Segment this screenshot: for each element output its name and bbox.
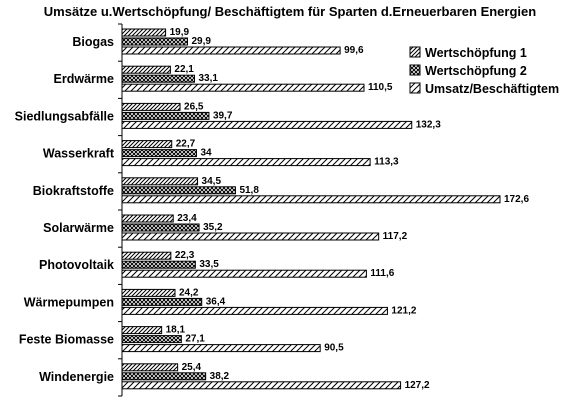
data-label: 90,5 (324, 343, 344, 354)
data-label: 35,2 (203, 222, 223, 233)
data-label: 127,2 (405, 380, 430, 391)
bar (121, 223, 200, 232)
data-label: 24,2 (179, 287, 199, 298)
bar (121, 335, 182, 344)
data-label: 23,4 (177, 213, 197, 224)
category-label: Feste Biomasse (19, 333, 114, 347)
category-label: Solarwärme (43, 221, 114, 235)
data-label: 39,7 (213, 110, 233, 121)
bar (121, 344, 321, 353)
data-label: 117,2 (383, 231, 408, 242)
bar (121, 158, 371, 167)
category-label: Biogas (72, 35, 114, 49)
data-label: 29,9 (191, 36, 211, 47)
data-label: 22,7 (176, 139, 196, 150)
bar (121, 269, 367, 278)
category-label: Windenergie (39, 370, 114, 384)
bar (121, 306, 388, 315)
data-label: 111,6 (370, 268, 394, 279)
category-label: Erdwärme (54, 72, 114, 86)
legend-swatch (409, 64, 421, 76)
data-label: 172,6 (504, 194, 529, 205)
data-label: 27,1 (185, 334, 205, 345)
bar (121, 297, 203, 306)
bar (121, 381, 402, 390)
category-label: Photovoltaik (39, 258, 114, 272)
bar (121, 251, 172, 260)
category-label: Siedlungsabfälle (15, 109, 114, 123)
category-label: Wasserkraft (43, 147, 115, 161)
legend-label: Wertschöpfung 1 (425, 46, 527, 60)
category-label: Wärmepumpen (24, 295, 114, 309)
bar (121, 372, 207, 381)
data-label: 22,1 (174, 64, 194, 75)
bar (121, 74, 195, 83)
bar (121, 37, 188, 46)
category-label: Biokraftstoffe (33, 184, 114, 198)
bar-area: Biogas 19,929,9 99,6 Erdwärme 22,1 33,1 110,5 S… (15, 23, 529, 397)
bar (121, 46, 341, 55)
data-label: 38,2 (210, 371, 230, 382)
bar (121, 83, 365, 92)
data-label: 132,3 (416, 119, 441, 130)
bar (121, 288, 176, 297)
bar (121, 120, 413, 129)
bar (121, 214, 174, 223)
legend: Wertschöpfung 1 Wertschöpfung 2 Umsatz/Bes… (409, 46, 559, 96)
bar (121, 111, 210, 120)
data-label: 36,4 (206, 296, 226, 307)
chart-title: Umsätze u.Wertschöpfung/ Beschäftigtem f… (44, 4, 536, 19)
data-label: 33,5 (199, 259, 219, 270)
data-label: 25,4 (182, 362, 202, 373)
bar (121, 28, 167, 37)
data-label: 51,8 (239, 185, 259, 196)
data-label: 99,6 (344, 45, 364, 56)
legend-label: Umsatz/Beschäftigtem (425, 82, 559, 96)
bar (121, 140, 173, 149)
bar (121, 232, 380, 241)
bar (121, 186, 236, 195)
legend-swatch (409, 82, 421, 94)
bar (121, 177, 199, 186)
data-label: 34,5 (202, 176, 222, 187)
bar (121, 260, 196, 269)
data-label: 33,1 (198, 73, 218, 84)
data-label: 19,9 (170, 27, 190, 38)
data-label: 121,2 (391, 305, 416, 316)
data-label: 18,1 (166, 325, 186, 336)
data-label: 113,3 (374, 157, 399, 168)
bar (121, 102, 181, 111)
bar (121, 149, 197, 158)
bar (121, 326, 163, 335)
bar (121, 65, 171, 74)
data-label: 110,5 (368, 82, 393, 93)
legend-label: Wertschöpfung 2 (425, 64, 527, 78)
data-label: 34 (200, 148, 212, 159)
bar (121, 363, 179, 372)
data-label: 22,3 (175, 250, 195, 261)
legend-swatch (409, 46, 421, 58)
data-label: 26,5 (184, 101, 204, 112)
bar (121, 195, 501, 204)
